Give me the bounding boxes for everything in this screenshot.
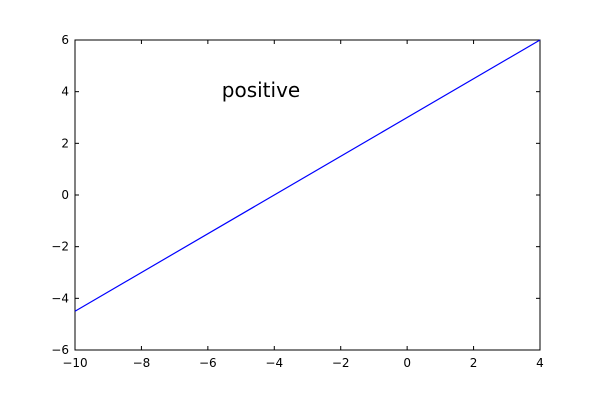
series-line — [74, 39, 541, 312]
y-tick-label: 0 — [61, 188, 69, 202]
x-tick-label: −10 — [62, 356, 87, 370]
x-tick-label: −6 — [199, 356, 217, 370]
y-tick-label: −2 — [51, 240, 69, 254]
y-tick-label: 4 — [61, 85, 69, 99]
x-tick-label: −4 — [265, 356, 283, 370]
plot-area — [74, 39, 541, 351]
annotation-layer: positive — [222, 78, 300, 102]
x-tick-label: −8 — [133, 356, 151, 370]
x-tick-label: −2 — [332, 356, 350, 370]
y-tick-label: 6 — [61, 33, 69, 47]
x-tick-label: 0 — [403, 356, 411, 370]
x-tick-label: 2 — [470, 356, 478, 370]
y-tick-label: 2 — [61, 136, 69, 150]
axis-tick-labels: −10 −8 −6 −4 −2 0 2 4 −6 −4 −2 0 2 4 6 — [51, 33, 544, 370]
annotation-text: positive — [222, 78, 300, 102]
x-tick-label: 4 — [536, 356, 544, 370]
y-tick-label: −6 — [51, 343, 69, 357]
series-layer — [74, 39, 541, 312]
axis-ticks — [74, 39, 541, 351]
y-tick-label: −4 — [51, 291, 69, 305]
